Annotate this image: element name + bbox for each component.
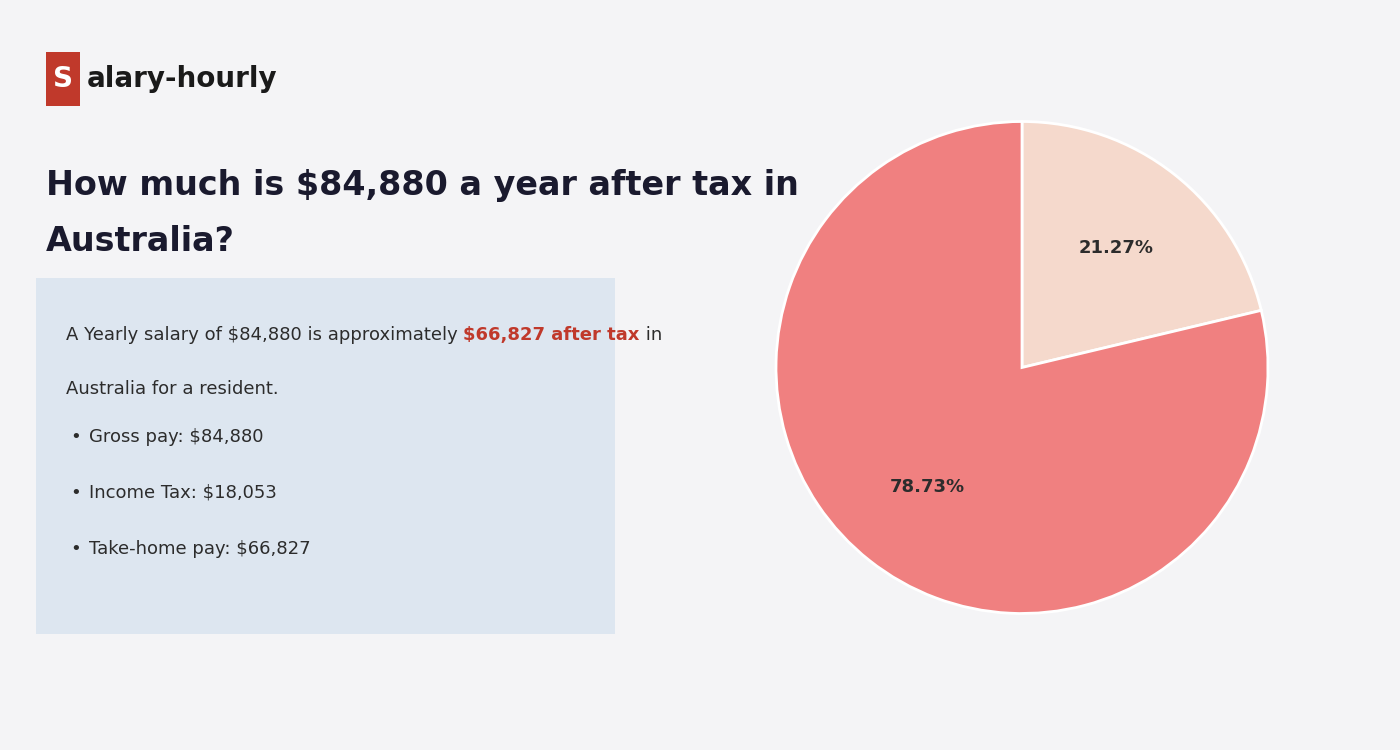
Text: •: •: [70, 427, 81, 445]
Text: in: in: [640, 326, 662, 344]
FancyBboxPatch shape: [36, 278, 615, 634]
Text: How much is $84,880 a year after tax in: How much is $84,880 a year after tax in: [46, 169, 799, 202]
Text: Gross pay: $84,880: Gross pay: $84,880: [88, 427, 263, 445]
Wedge shape: [776, 122, 1268, 614]
Text: A Yearly salary of $84,880 is approximately: A Yearly salary of $84,880 is approximat…: [66, 326, 463, 344]
Text: Take-home pay: $66,827: Take-home pay: $66,827: [88, 540, 311, 558]
Text: Income Tax: $18,053: Income Tax: $18,053: [88, 484, 277, 502]
Text: alary-hourly: alary-hourly: [87, 64, 277, 93]
Text: $66,827 after tax: $66,827 after tax: [463, 326, 640, 344]
Text: Australia?: Australia?: [46, 225, 235, 258]
Text: Australia for a resident.: Australia for a resident.: [66, 380, 279, 398]
Text: •: •: [70, 540, 81, 558]
Text: 21.27%: 21.27%: [1079, 238, 1154, 256]
Text: •: •: [70, 484, 81, 502]
FancyBboxPatch shape: [46, 52, 80, 106]
Wedge shape: [1022, 122, 1261, 368]
Text: 78.73%: 78.73%: [890, 478, 965, 496]
Text: S: S: [53, 64, 73, 93]
